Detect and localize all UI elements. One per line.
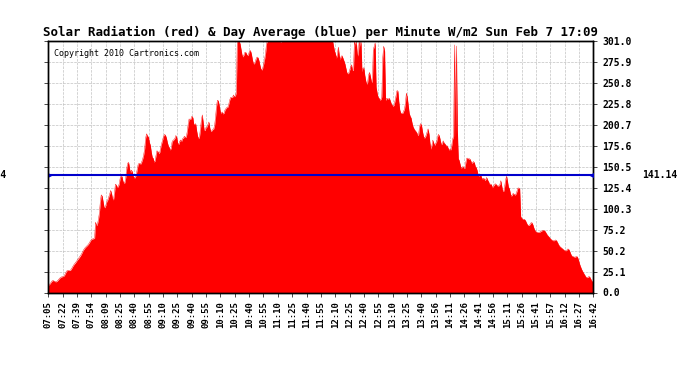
Title: Solar Radiation (red) & Day Average (blue) per Minute W/m2 Sun Feb 7 17:09: Solar Radiation (red) & Day Average (blu…: [43, 26, 598, 39]
Text: 141.14: 141.14: [642, 170, 678, 180]
Text: Copyright 2010 Cartronics.com: Copyright 2010 Cartronics.com: [54, 49, 199, 58]
Text: 141.14: 141.14: [0, 170, 7, 180]
